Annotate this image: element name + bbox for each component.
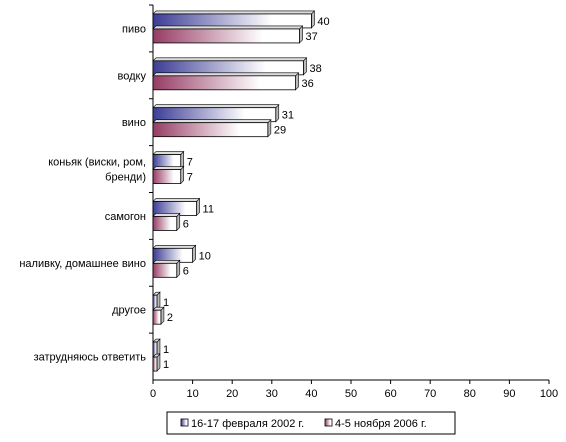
x-tick-label: 60 bbox=[384, 388, 396, 400]
bar bbox=[152, 216, 178, 231]
category-label: вино bbox=[122, 117, 146, 129]
bar-top bbox=[152, 25, 304, 30]
data-label: 1 bbox=[163, 359, 169, 371]
data-label: 7 bbox=[187, 172, 193, 184]
x-tick-label: 30 bbox=[266, 388, 278, 400]
category-label: другое bbox=[112, 305, 146, 317]
data-label: 7 bbox=[187, 157, 193, 169]
data-label: 10 bbox=[199, 250, 211, 262]
bar bbox=[152, 356, 158, 372]
category-label: пиво bbox=[122, 23, 146, 35]
data-label: 1 bbox=[163, 344, 169, 356]
legend-swatch bbox=[180, 418, 189, 427]
x-tick-label: 20 bbox=[226, 388, 238, 400]
bar-top bbox=[152, 151, 185, 155]
x-tick-label: 70 bbox=[424, 388, 436, 400]
bar bbox=[152, 309, 162, 325]
bar-top bbox=[152, 57, 308, 62]
category-label: самогон bbox=[105, 211, 146, 223]
bar bbox=[152, 28, 300, 44]
bar-top bbox=[152, 104, 280, 108]
bar bbox=[152, 122, 269, 138]
data-label: 36 bbox=[302, 78, 314, 90]
data-label: 11 bbox=[203, 203, 214, 215]
bar bbox=[152, 262, 178, 278]
data-label: 37 bbox=[306, 31, 318, 43]
data-label: 40 bbox=[317, 16, 329, 28]
bar-top bbox=[152, 245, 197, 249]
legend: 16-17 февраля 2002 г. 4-5 ноября 2006 г. bbox=[166, 411, 456, 435]
x-tick-label: 50 bbox=[345, 388, 357, 400]
data-label: 31 bbox=[282, 110, 294, 122]
x-tick-label: 80 bbox=[464, 388, 476, 400]
data-label: 1 bbox=[163, 297, 169, 309]
x-tick-label: 90 bbox=[503, 388, 515, 400]
x-tick-label: 0 bbox=[150, 388, 156, 400]
bar-top bbox=[152, 213, 181, 217]
category-label: наливку, домашнее вино bbox=[19, 258, 146, 270]
category-label: водку bbox=[118, 70, 147, 82]
data-label: 6 bbox=[183, 265, 189, 277]
x-tick-label: 40 bbox=[305, 388, 317, 400]
bar-top bbox=[152, 198, 201, 202]
bar-top bbox=[152, 166, 185, 170]
x-tick-label: 10 bbox=[186, 388, 198, 400]
plot-area: 0 10 20 30 40 50 60 70 80 90 100 пиво 40 37 водку 38 36 в… bbox=[19, 4, 558, 400]
data-label: 38 bbox=[309, 63, 321, 75]
bar bbox=[152, 169, 182, 184]
legend-box bbox=[166, 411, 456, 435]
category-label: затрудняюсь ответить bbox=[34, 352, 147, 364]
legend-label: 4-5 ноября 2006 г. bbox=[335, 418, 427, 430]
bar-top bbox=[152, 72, 300, 77]
bar bbox=[152, 75, 296, 91]
legend-swatch bbox=[324, 418, 333, 427]
data-label: 29 bbox=[274, 125, 286, 137]
bar-top bbox=[152, 260, 181, 264]
legend-label: 16-17 февраля 2002 г. bbox=[191, 418, 304, 430]
bar-top bbox=[152, 119, 272, 123]
data-label: 2 bbox=[167, 312, 173, 324]
x-tick-label: 100 bbox=[540, 388, 558, 400]
data-label: 6 bbox=[183, 218, 189, 230]
bar-top bbox=[152, 10, 316, 15]
category-label: коньяк (виски, ром, бренди) bbox=[48, 157, 146, 184]
